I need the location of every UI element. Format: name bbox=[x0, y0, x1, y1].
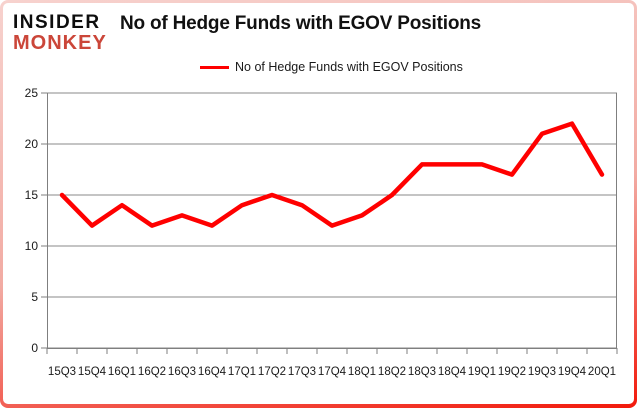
x-tick-label: 20Q1 bbox=[588, 366, 616, 378]
x-tick-label: 19Q3 bbox=[528, 366, 556, 378]
x-tick-label: 17Q2 bbox=[258, 366, 286, 378]
x-tick-label: 17Q3 bbox=[288, 366, 316, 378]
x-tick-label: 16Q3 bbox=[168, 366, 196, 378]
data-polyline bbox=[59, 121, 605, 228]
logo-monkey-text: MONKEY bbox=[13, 32, 107, 54]
x-tick-label: 15Q3 bbox=[48, 366, 76, 378]
y-tick-label: 15 bbox=[25, 188, 39, 202]
y-tick-label: 5 bbox=[31, 290, 38, 304]
chart-legend: No of Hedge Funds with EGOV Positions bbox=[200, 60, 463, 74]
y-tick-label: 25 bbox=[25, 86, 39, 100]
x-tick-label: 18Q2 bbox=[378, 366, 406, 378]
x-tick-label: 18Q1 bbox=[348, 366, 376, 378]
x-tick-label: 19Q1 bbox=[468, 366, 496, 378]
x-tick-label: 16Q2 bbox=[138, 366, 166, 378]
insider-monkey-logo: INSIDER MONKEY bbox=[13, 13, 107, 53]
legend-label: No of Hedge Funds with EGOV Positions bbox=[235, 60, 463, 74]
x-tick-label: 16Q4 bbox=[198, 366, 227, 378]
legend-line-icon bbox=[200, 65, 229, 69]
logo-insider-text: INSIDER bbox=[13, 12, 101, 33]
x-tick-label: 18Q4 bbox=[438, 366, 467, 378]
page-title: No of Hedge Funds with EGOV Positions bbox=[120, 13, 481, 34]
x-tick-label: 15Q4 bbox=[78, 366, 107, 378]
y-tick-label: 0 bbox=[31, 341, 38, 355]
y-tick-label: 20 bbox=[25, 137, 39, 151]
x-tick-label: 16Q1 bbox=[108, 366, 136, 378]
x-tick-label: 18Q3 bbox=[408, 366, 436, 378]
x-tick-label: 19Q4 bbox=[558, 366, 587, 378]
chart-card: INSIDER MONKEY No of Hedge Funds with EG… bbox=[3, 3, 634, 404]
y-tick-label: 10 bbox=[25, 239, 39, 253]
x-tick-label: 19Q2 bbox=[498, 366, 526, 378]
x-tick-label: 17Q4 bbox=[318, 366, 347, 378]
x-tick-label: 17Q1 bbox=[228, 366, 256, 378]
